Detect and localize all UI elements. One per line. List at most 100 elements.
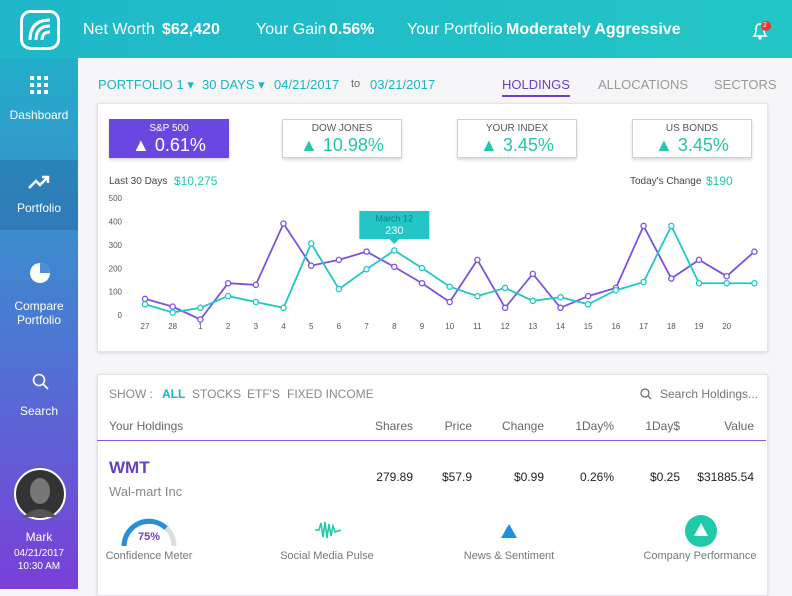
x-tick-label: 20 bbox=[722, 322, 731, 331]
avatar[interactable] bbox=[13, 467, 67, 521]
data-point bbox=[391, 247, 398, 254]
index-name: YOUR INDEX bbox=[485, 123, 549, 134]
y-tick-label: 100 bbox=[109, 288, 123, 297]
data-point bbox=[252, 281, 260, 289]
user-name: Mark bbox=[25, 530, 53, 544]
data-point bbox=[640, 278, 647, 286]
user-date: 04/21/2017 bbox=[13, 548, 65, 559]
data-point bbox=[307, 240, 315, 247]
data-point bbox=[169, 303, 176, 310]
x-tick-label: 9 bbox=[420, 322, 425, 331]
column-header: 1Day$ bbox=[645, 419, 680, 433]
data-point bbox=[668, 222, 675, 230]
data-point bbox=[446, 298, 453, 306]
nav-item[interactable]: Search bbox=[19, 404, 59, 418]
net-worth: $62,420 bbox=[162, 21, 220, 38]
change: $0.99 bbox=[513, 470, 544, 484]
index-name: S&P 500 bbox=[149, 123, 189, 134]
x-tick-label: 8 bbox=[392, 322, 397, 331]
tab[interactable]: ALLOCATIONS bbox=[598, 77, 689, 92]
index-value: 0.61% bbox=[154, 135, 206, 155]
portfolio-icon bbox=[28, 175, 50, 189]
index-box[interactable]: YOUR INDEX ▲ 3.45% bbox=[457, 119, 577, 158]
show-label: SHOW : bbox=[109, 387, 153, 401]
portfolio-filter[interactable]: PORTFOLIO 1 ▾ bbox=[98, 77, 194, 92]
x-tick-label: 11 bbox=[473, 322, 482, 331]
data-point bbox=[363, 265, 370, 273]
y-tick-label: 400 bbox=[109, 218, 123, 227]
ticker[interactable]: WMT bbox=[109, 458, 150, 477]
filter[interactable]: FIXED INCOME bbox=[287, 387, 374, 401]
filter[interactable]: STOCKS bbox=[192, 387, 242, 401]
meter-label: Social Media Pulse bbox=[280, 550, 374, 562]
y-tick-label: 0 bbox=[118, 311, 123, 320]
data-point bbox=[695, 256, 703, 264]
date-from[interactable]: 04/21/2017 bbox=[274, 77, 340, 92]
nav-item[interactable]: Compare Portfolio bbox=[14, 299, 64, 327]
dashboard-icon bbox=[30, 76, 48, 94]
x-tick-label: 12 bbox=[501, 322, 510, 331]
index-box[interactable]: S&P 500 ▲ 0.61% bbox=[109, 119, 229, 158]
active-nav bbox=[0, 160, 78, 230]
data-point bbox=[141, 301, 149, 308]
data-point bbox=[252, 298, 260, 306]
data-point bbox=[640, 222, 647, 230]
data-point bbox=[446, 283, 453, 290]
gain-label: Your Gain bbox=[256, 21, 327, 38]
net-worth-label: Net Worth bbox=[83, 21, 155, 38]
data-point bbox=[668, 275, 675, 282]
last-label: Last 30 Days bbox=[109, 176, 168, 187]
nav-item[interactable]: Dashboard bbox=[9, 108, 69, 122]
tab-active[interactable]: HOLDINGS bbox=[502, 77, 570, 97]
data-point bbox=[529, 297, 537, 305]
header-divider bbox=[97, 440, 766, 441]
column-header: Shares bbox=[374, 419, 413, 433]
data-point bbox=[224, 279, 232, 287]
user-time: 10:30 AM bbox=[17, 561, 61, 572]
search-holdings[interactable]: Search Holdings... bbox=[660, 387, 759, 401]
portfolio-label: Your Portfolio bbox=[407, 21, 503, 38]
index-box[interactable]: DOW JONES ▲ 10.98% bbox=[282, 119, 402, 158]
x-tick-label: 17 bbox=[639, 322, 648, 331]
up-arrow: ▲ bbox=[132, 135, 150, 155]
x-tick-label: 27 bbox=[141, 322, 150, 331]
meter-label: News & Sentiment bbox=[463, 550, 555, 562]
date-to[interactable]: 03/21/2017 bbox=[370, 77, 436, 92]
data-point bbox=[557, 304, 564, 312]
column-header: 1Day% bbox=[575, 419, 614, 433]
filter[interactable]: ETF'S bbox=[247, 387, 280, 401]
data-point bbox=[169, 309, 176, 316]
tab[interactable]: SECTORS bbox=[714, 77, 777, 92]
period-filter[interactable]: 30 DAYS ▾ bbox=[202, 77, 265, 92]
x-tick-label: 7 bbox=[364, 322, 369, 331]
data-point bbox=[197, 304, 204, 312]
column-header: Value bbox=[724, 419, 754, 433]
nav-item[interactable]: Portfolio bbox=[16, 201, 62, 215]
bell[interactable] bbox=[750, 20, 774, 42]
period: 30 DAYS bbox=[202, 77, 255, 92]
confidence-meter bbox=[121, 518, 177, 547]
sidebar: Dashboard Portfolio Compare Portfolio Se… bbox=[0, 58, 78, 589]
y-tick-label: 300 bbox=[109, 241, 123, 250]
x-tick-label: 2 bbox=[226, 322, 231, 331]
index-box[interactable]: US BONDS ▲ 3.45% bbox=[632, 119, 752, 158]
portfolio: Moderately Aggressive bbox=[506, 21, 681, 38]
data-point bbox=[584, 301, 592, 308]
data-point bbox=[197, 316, 204, 323]
today-value: $190 bbox=[706, 174, 733, 188]
data-point bbox=[280, 304, 287, 312]
filter-active[interactable]: ALL bbox=[162, 387, 186, 401]
up-arrow: ▲ bbox=[480, 135, 498, 155]
column-header: Your Holdings bbox=[109, 419, 184, 433]
column-header: Price bbox=[444, 419, 472, 433]
logo[interactable] bbox=[20, 10, 60, 50]
x-tick-label: 16 bbox=[611, 322, 620, 331]
x-tick-label: 3 bbox=[254, 322, 259, 331]
y-tick-label: 500 bbox=[109, 194, 123, 203]
tooltip-label: March 12 bbox=[376, 213, 414, 223]
index-name: US BONDS bbox=[665, 123, 719, 134]
date-to-label: to bbox=[351, 78, 361, 90]
day-percent: 0.26% bbox=[579, 470, 614, 484]
